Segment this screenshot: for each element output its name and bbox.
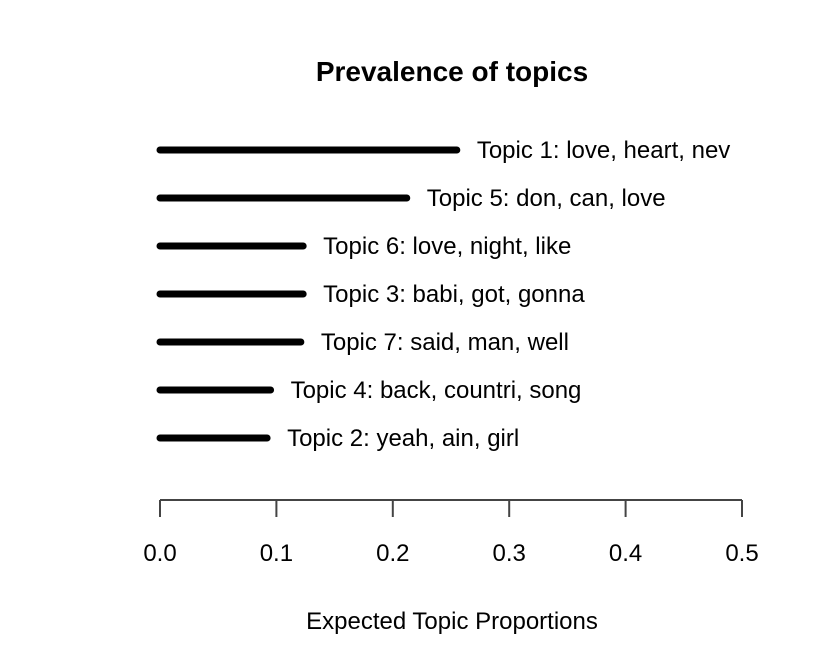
bars-group: Topic 1: love, heart, nev Topic 5: don, c…: [156, 137, 730, 452]
bar-label: Topic 6: love, night, like: [323, 233, 571, 260]
bar-label: Topic 2: yeah, ain, girl: [287, 425, 519, 452]
x-tick-label: 0.4: [609, 540, 642, 567]
bar-label: Topic 5: don, can, love: [427, 185, 666, 212]
x-tick-label: 0.2: [376, 540, 409, 567]
bar-label: Topic 4: back, countri, song: [291, 377, 582, 404]
bar-label: Topic 1: love, heart, nev: [477, 137, 730, 164]
x-axis: 0.0 0.1 0.2 0.3 0.4 0.5: [143, 499, 759, 567]
chart-title: Prevalence of topics: [316, 56, 588, 87]
x-tick-label: 0.1: [260, 540, 293, 567]
x-axis-title: Expected Topic Proportions: [306, 608, 598, 635]
bar-label: Topic 7: said, man, well: [321, 329, 569, 356]
x-tick-label: 0.3: [493, 540, 526, 567]
x-tick-label: 0.5: [725, 540, 758, 567]
x-tick-label: 0.0: [143, 540, 176, 567]
bar-label: Topic 3: babi, got, gonna: [323, 281, 585, 308]
